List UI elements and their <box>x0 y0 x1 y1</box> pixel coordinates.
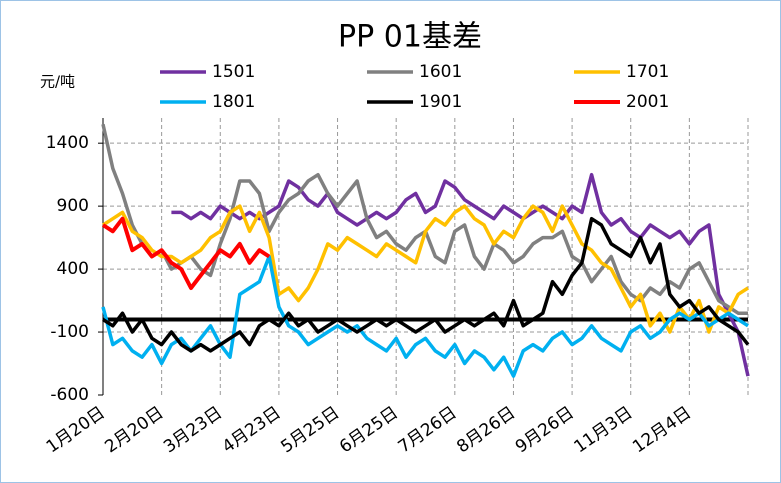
legend-label: 2001 <box>626 92 669 112</box>
y-tick-label: -100 <box>50 322 89 342</box>
legend-label: 1501 <box>212 62 255 82</box>
y-tick-label: 1400 <box>46 133 89 153</box>
series-line <box>171 172 750 377</box>
legend-label: 1801 <box>212 92 255 112</box>
legend-label: 1701 <box>626 62 669 82</box>
legend-label: 1901 <box>419 92 462 112</box>
y-axis-label: 元/吨 <box>40 73 75 91</box>
y-tick-label: -600 <box>50 385 89 405</box>
chart-title: PP 01基差 <box>338 20 482 55</box>
legend-label: 1601 <box>419 62 462 82</box>
series-line <box>101 216 271 290</box>
series-line <box>102 216 750 353</box>
series-line <box>102 204 749 334</box>
y-tick-label: 400 <box>57 259 89 279</box>
y-tick-label: 900 <box>57 196 89 216</box>
series-line <box>101 254 749 378</box>
